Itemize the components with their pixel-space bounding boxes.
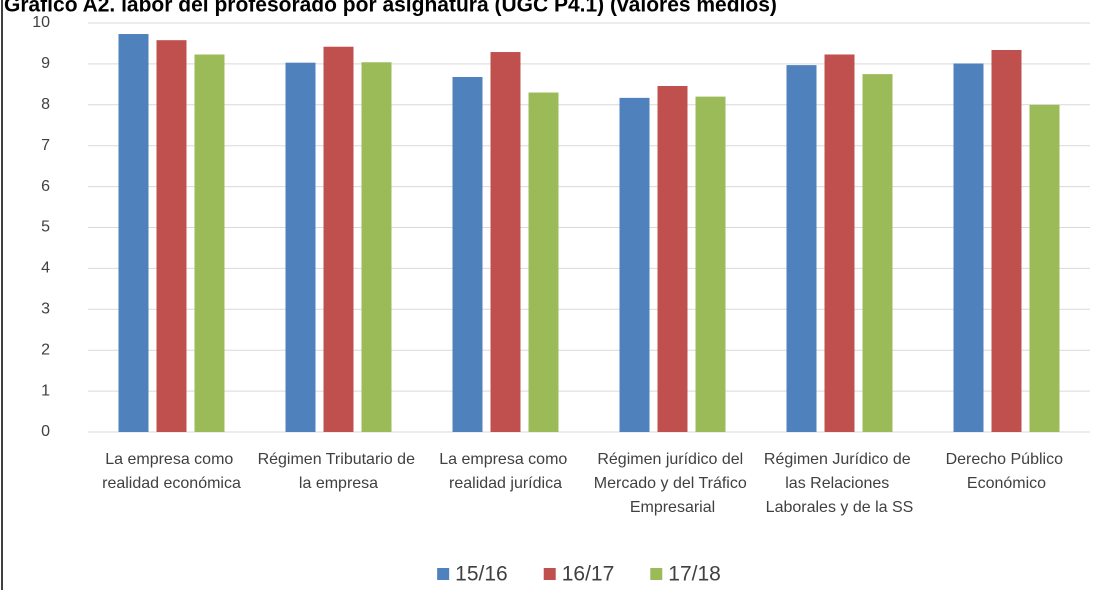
y-tick-label: 6 <box>41 178 50 195</box>
bar <box>156 40 187 432</box>
x-tick-label: La empresa como realidad jurídica <box>439 451 572 492</box>
bar <box>323 46 354 433</box>
x-tick-line: realidad jurídica <box>449 475 562 492</box>
bar <box>285 62 316 432</box>
bar <box>490 52 521 432</box>
bar <box>695 96 726 433</box>
bar <box>824 54 855 432</box>
bar <box>194 54 225 432</box>
legend-label: 16/17 <box>562 563 615 586</box>
legend-item: 16/17 <box>543 563 615 586</box>
x-tick-label: La empresa como realidad económica <box>102 451 241 492</box>
bar <box>528 92 559 432</box>
legend-item: 17/18 <box>650 563 721 586</box>
x-tick-line: La empresa como <box>439 451 572 468</box>
x-tick-line: Derecho Público <box>946 451 1068 468</box>
bar <box>118 34 149 432</box>
y-tick-label: 9 <box>41 55 50 72</box>
legend-item: 15/16 <box>437 563 508 586</box>
bar <box>991 49 1022 433</box>
x-tick-line: la empresa <box>299 475 378 492</box>
y-tick-label: 8 <box>41 96 50 113</box>
y-tick-label: 0 <box>41 423 50 440</box>
x-tick-label: Régimen Jurídico de las Relaciones Labor… <box>764 451 915 516</box>
bar <box>862 74 893 432</box>
bar <box>452 76 483 432</box>
bar <box>657 85 688 433</box>
y-tick-label: 2 <box>41 341 50 358</box>
y-tick-label: 5 <box>41 219 50 236</box>
bar <box>361 62 392 432</box>
y-tick-label: 10 <box>32 14 50 31</box>
x-tick-line: Mercado y del Tráfico <box>594 475 751 492</box>
x-tick-line: Régimen jurídico del <box>597 451 747 468</box>
x-tick-line: Régimen Tributario de <box>258 451 420 468</box>
x-tick-line: La empresa como <box>105 451 238 468</box>
legend-swatch <box>437 568 450 580</box>
chart-title: Gráfico A2. labor del profesorado por as… <box>4 0 777 17</box>
bar <box>1029 104 1060 433</box>
x-tick-label: Derecho Público Económico <box>946 451 1068 492</box>
bar <box>619 97 650 433</box>
legend-label: 17/18 <box>668 563 721 586</box>
y-tick-label: 4 <box>41 260 50 277</box>
x-tick-line: Económico <box>967 475 1046 492</box>
y-tick-label: 7 <box>41 137 50 154</box>
y-tick-label: 3 <box>41 301 50 318</box>
x-tick-label: Régimen jurídico del Mercado y del Tráfi… <box>594 451 751 516</box>
legend-swatch <box>543 568 556 580</box>
x-tick-line: Régimen Jurídico de <box>764 451 915 468</box>
bar <box>786 65 817 432</box>
legend-label: 15/16 <box>455 563 508 586</box>
x-tick-line: realidad económica <box>102 475 241 492</box>
y-tick-label: 1 <box>41 382 50 399</box>
legend-swatch <box>650 568 663 580</box>
x-tick-line: Empresarial <box>630 499 715 516</box>
x-tick-label: Régimen Tributario de la empresa <box>258 451 420 492</box>
bar <box>953 63 984 433</box>
x-tick-line: Laborales y de la SS <box>766 499 914 516</box>
x-tick-line: las Relaciones <box>785 475 894 492</box>
